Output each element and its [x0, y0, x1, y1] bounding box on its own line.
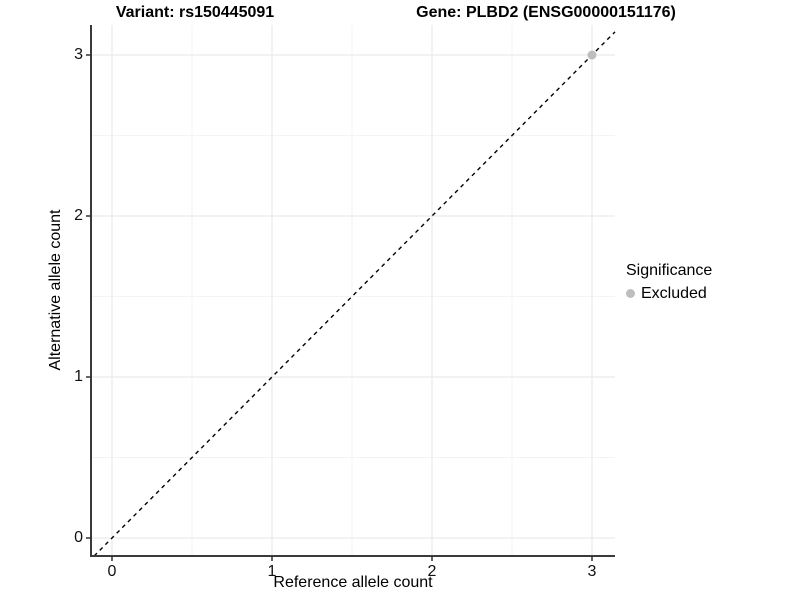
- y-tick-label: 2: [74, 207, 83, 224]
- y-tick-label: 1: [74, 368, 83, 385]
- y-tick-label: 3: [74, 46, 83, 63]
- y-tick-label: 0: [74, 529, 83, 546]
- x-tick-label: 2: [427, 563, 437, 580]
- legend: Significance Excluded: [626, 261, 712, 303]
- plot-title-gene: Gene: PLBD2 (ENSG00000151176): [416, 4, 676, 21]
- y-axis-title: Alternative allele count: [47, 209, 64, 371]
- x-tick-label: 3: [587, 563, 597, 580]
- x-axis-title: Reference allele count: [273, 574, 433, 591]
- x-tick-label: 1: [267, 563, 277, 580]
- legend-items: Excluded: [626, 284, 712, 303]
- legend-title: Significance: [626, 262, 713, 279]
- plot-title-variant: Variant: rs150445091: [115, 4, 275, 21]
- identity-line: [93, 31, 616, 557]
- data-point: [587, 50, 597, 60]
- x-tick-label: 0: [107, 563, 117, 580]
- legend-item: Excluded: [626, 284, 712, 303]
- legend-marker-circle-icon: [626, 289, 635, 299]
- legend-item-label: Excluded: [641, 285, 707, 302]
